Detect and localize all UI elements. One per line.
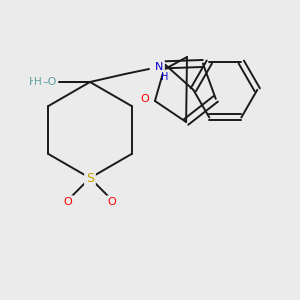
- Text: H–O: H–O: [28, 77, 51, 87]
- Text: O: O: [108, 197, 116, 207]
- Text: N: N: [155, 62, 163, 72]
- Text: O: O: [141, 94, 149, 104]
- Text: O: O: [64, 197, 72, 207]
- Text: S: S: [86, 172, 94, 184]
- Text: H: H: [161, 72, 169, 82]
- Text: H: H: [34, 77, 42, 87]
- Text: –O: –O: [43, 77, 57, 87]
